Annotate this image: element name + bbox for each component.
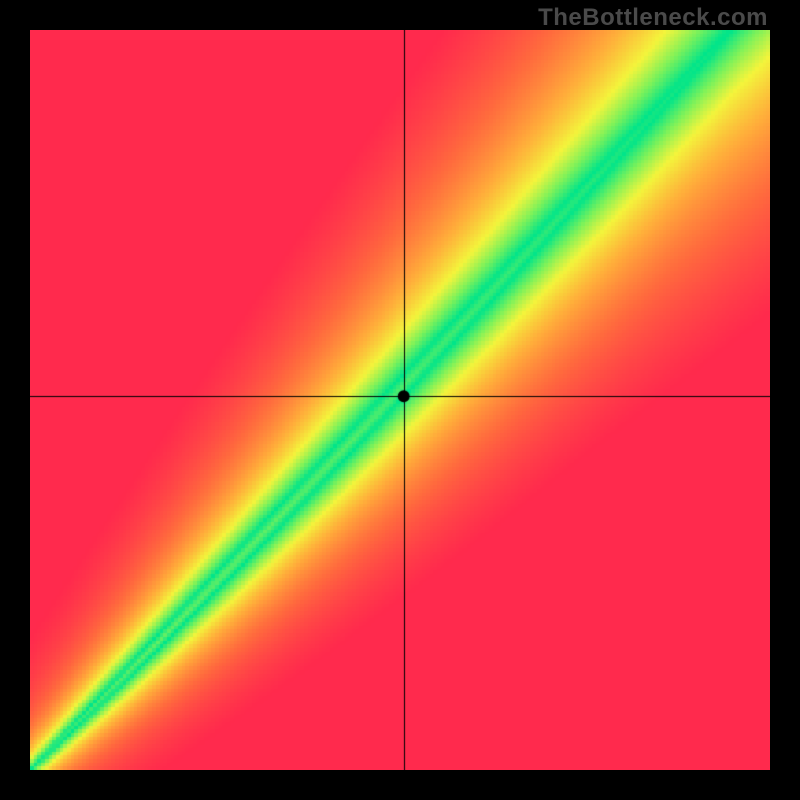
watermark-text: TheBottleneck.com — [538, 4, 768, 32]
bottleneck-heatmap — [30, 30, 770, 770]
chart-frame: TheBottleneck.com — [0, 0, 800, 800]
